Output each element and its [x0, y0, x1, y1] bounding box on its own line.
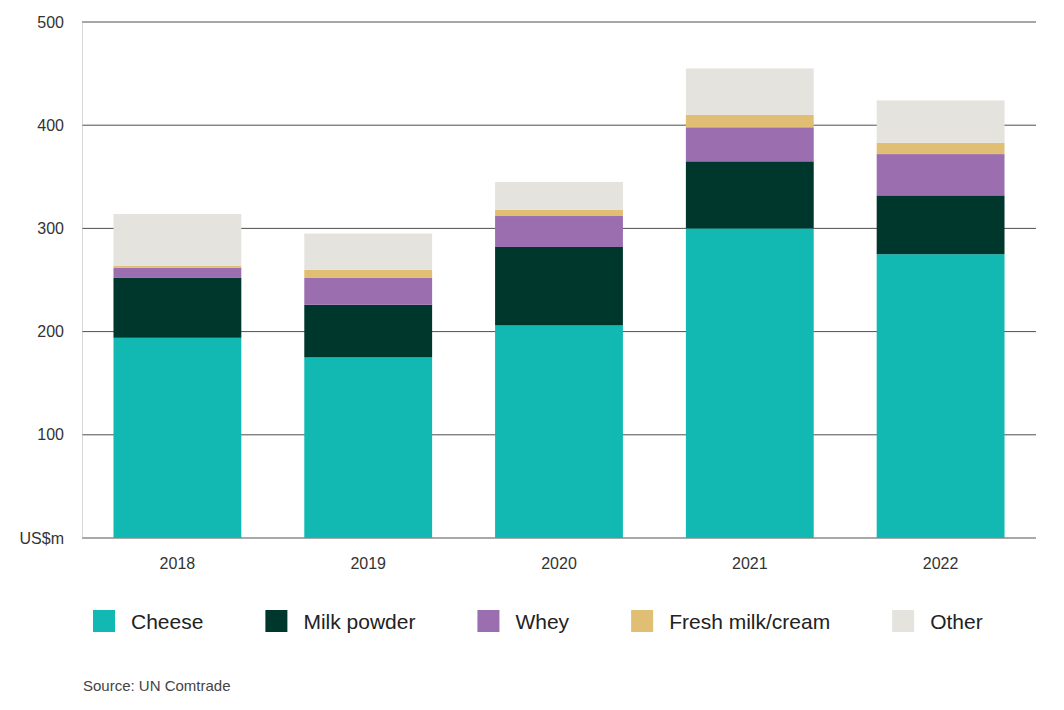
series: [113, 228, 1004, 538]
bar: [686, 161, 814, 228]
tick-label: 100: [37, 426, 64, 443]
bar: [495, 216, 623, 247]
grid: [82, 22, 1036, 538]
bar: [877, 195, 1005, 254]
tick: US$m: [20, 530, 82, 547]
legend-item: Fresh milk/cream: [631, 610, 830, 633]
x-axis: 2018 2019 2020 2021 2022: [83, 538, 1037, 572]
series: [113, 68, 1004, 269]
bar: [495, 182, 623, 210]
bar: [304, 270, 432, 278]
tick-label: 300: [37, 220, 64, 237]
legend-swatch: [631, 610, 653, 632]
series: [113, 115, 1004, 278]
y-axis: US$m 100 200 300 400 500: [20, 14, 83, 547]
tick: 400: [37, 117, 82, 134]
tick: 300: [37, 220, 82, 237]
bar: [304, 278, 432, 305]
bar: [877, 154, 1005, 195]
tick-label: 2018: [160, 555, 196, 572]
legend: Cheese Milk powder Whey Fresh milk/cream Oth…: [93, 610, 983, 633]
axis-line: [82, 23, 83, 539]
grid-line: [82, 22, 1036, 23]
tick: 100: [37, 426, 82, 443]
legend-label: Cheese: [131, 610, 203, 633]
source: Source: UN Comtrade: [83, 677, 231, 694]
tick-label: 2022: [923, 555, 959, 572]
legend-label: Other: [930, 610, 983, 633]
bar: [113, 214, 241, 266]
tick: 2020: [541, 538, 577, 572]
legend-item: Cheese: [93, 610, 203, 633]
bar: [304, 357, 432, 538]
tick: 200: [37, 323, 82, 340]
bar: [877, 143, 1005, 154]
legend-label: Fresh milk/cream: [669, 610, 830, 633]
tick-label: 400: [37, 117, 64, 134]
tick-label: 2019: [350, 555, 386, 572]
tick: 2021: [732, 538, 768, 572]
bar: [113, 338, 241, 538]
tick: 2022: [923, 538, 959, 572]
bar: [686, 127, 814, 161]
legend-label: Milk powder: [303, 610, 415, 633]
tick-label: 200: [37, 323, 64, 340]
tick: 500: [37, 14, 82, 31]
legend-swatch: [265, 610, 287, 632]
chart: US$m 100 200 300 400 500 2018 2019 2020 2021 2022 C…: [0, 0, 1064, 710]
bar: [113, 266, 241, 268]
tick: 2019: [350, 538, 386, 572]
tick: 2018: [160, 538, 196, 572]
legend-swatch: [477, 610, 499, 632]
axis-line: [83, 538, 1037, 539]
bar: [113, 278, 241, 338]
bar: [877, 254, 1005, 538]
tick-label: US$m: [20, 530, 64, 547]
tick-label: 500: [37, 14, 64, 31]
plot: US$m 100 200 300 400 500 2018 2019 2020 2021 2022: [20, 14, 1037, 573]
legend-label: Whey: [515, 610, 569, 633]
bar: [113, 268, 241, 278]
bar: [686, 115, 814, 127]
bar: [495, 247, 623, 325]
bars: [113, 68, 1004, 538]
bar: [686, 228, 814, 538]
legend-swatch: [93, 610, 115, 632]
series: [113, 127, 1004, 305]
tick-label: 2021: [732, 555, 768, 572]
legend-item: Other: [892, 610, 983, 633]
bar: [304, 305, 432, 358]
legend-item: Whey: [477, 610, 569, 633]
legend-swatch: [892, 610, 914, 632]
bar: [686, 68, 814, 114]
bar: [495, 210, 623, 216]
bar: [877, 100, 1005, 142]
bar: [304, 234, 432, 270]
legend-item: Milk powder: [265, 610, 415, 633]
tick-label: 2020: [541, 555, 577, 572]
series: [113, 161, 1004, 357]
bar: [495, 325, 623, 538]
